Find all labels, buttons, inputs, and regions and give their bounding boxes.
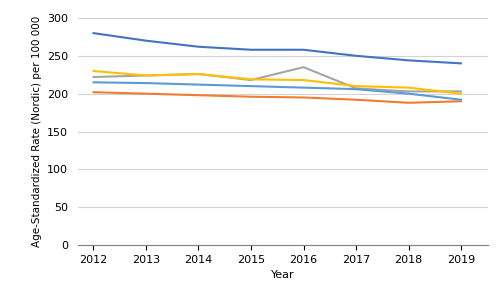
Iceland [458,90,464,93]
Finland [353,98,359,102]
Finland [406,101,411,105]
Line: Norway: Norway [94,71,461,94]
Norway [196,72,202,76]
Denmark [143,39,149,42]
Denmark [406,59,411,62]
Iceland [90,75,96,79]
Finland [196,93,202,97]
Sweden [248,84,254,88]
Line: Finland: Finland [94,92,461,103]
Iceland [248,78,254,82]
Norway [300,78,306,82]
Iceland [143,74,149,77]
Norway [248,77,254,81]
Sweden [458,98,464,102]
Finland [248,95,254,98]
Line: Denmark: Denmark [94,33,461,63]
Norway [353,84,359,88]
Sweden [143,81,149,85]
X-axis label: Year: Year [270,271,294,280]
Denmark [196,45,202,48]
Iceland [406,90,411,93]
Denmark [90,31,96,35]
Denmark [300,48,306,51]
Line: Iceland: Iceland [94,67,461,91]
Sweden [353,87,359,91]
Finland [300,96,306,99]
Norway [458,92,464,95]
Iceland [300,65,306,69]
Sweden [196,83,202,86]
Norway [406,86,411,89]
Norway [90,69,96,73]
Iceland [353,87,359,90]
Finland [90,90,96,94]
Sweden [300,86,306,89]
Denmark [248,48,254,51]
Finland [143,92,149,95]
Iceland [196,72,202,76]
Denmark [353,54,359,58]
Norway [143,74,149,77]
Denmark [458,62,464,65]
Sweden [406,92,411,95]
Line: Sweden: Sweden [94,82,461,100]
Y-axis label: Age-Standardized Rate (Nordic) per 100 000: Age-Standardized Rate (Nordic) per 100 0… [32,16,42,247]
Sweden [90,80,96,84]
Finland [458,100,464,103]
